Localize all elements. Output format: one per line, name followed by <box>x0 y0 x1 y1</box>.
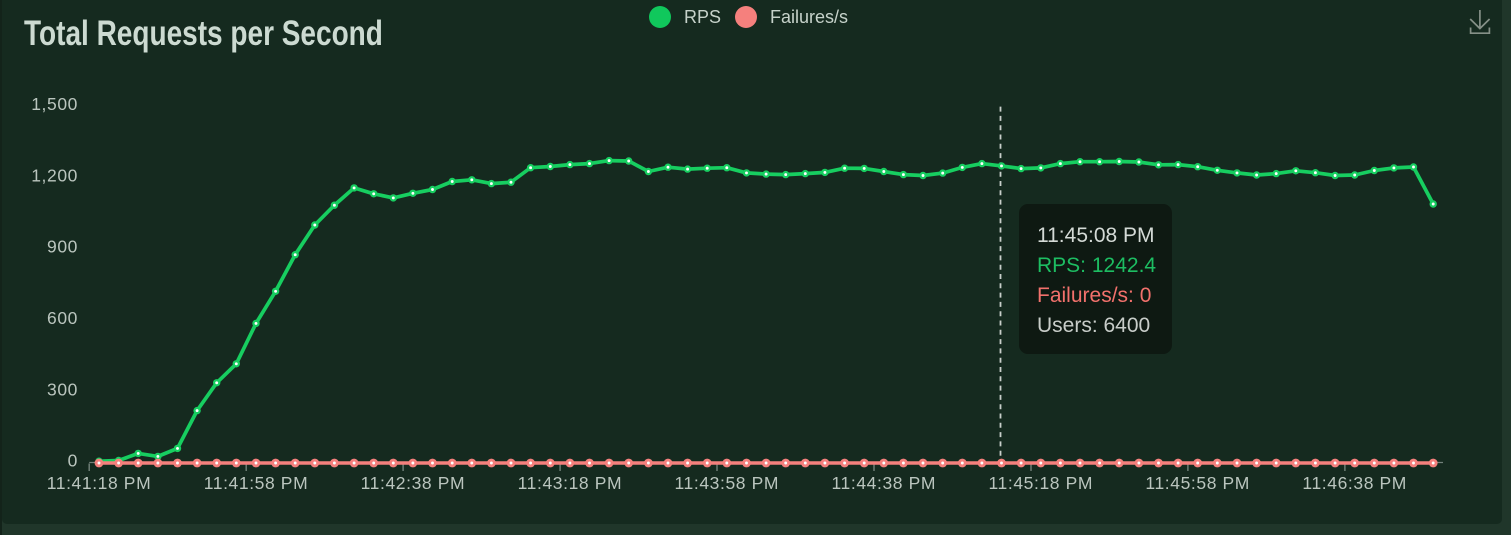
svg-text:11:45:18 PM: 11:45:18 PM <box>989 473 1094 493</box>
svg-text:11:41:18 PM: 11:41:18 PM <box>47 473 152 493</box>
svg-text:1,500: 1,500 <box>31 94 78 114</box>
svg-text:600: 600 <box>47 308 78 328</box>
svg-text:11:43:18 PM: 11:43:18 PM <box>518 473 623 493</box>
svg-text:300: 300 <box>47 379 78 399</box>
svg-text:1,200: 1,200 <box>31 165 78 185</box>
svg-text:11:43:58 PM: 11:43:58 PM <box>675 473 780 493</box>
svg-text:11:41:58 PM: 11:41:58 PM <box>204 473 309 493</box>
svg-text:11:44:38 PM: 11:44:38 PM <box>832 473 937 493</box>
svg-text:0: 0 <box>68 451 78 471</box>
svg-text:900: 900 <box>47 237 78 257</box>
svg-text:11:45:58 PM: 11:45:58 PM <box>1145 473 1250 493</box>
svg-text:11:42:38 PM: 11:42:38 PM <box>361 473 466 493</box>
svg-text:11:46:38 PM: 11:46:38 PM <box>1302 473 1407 493</box>
